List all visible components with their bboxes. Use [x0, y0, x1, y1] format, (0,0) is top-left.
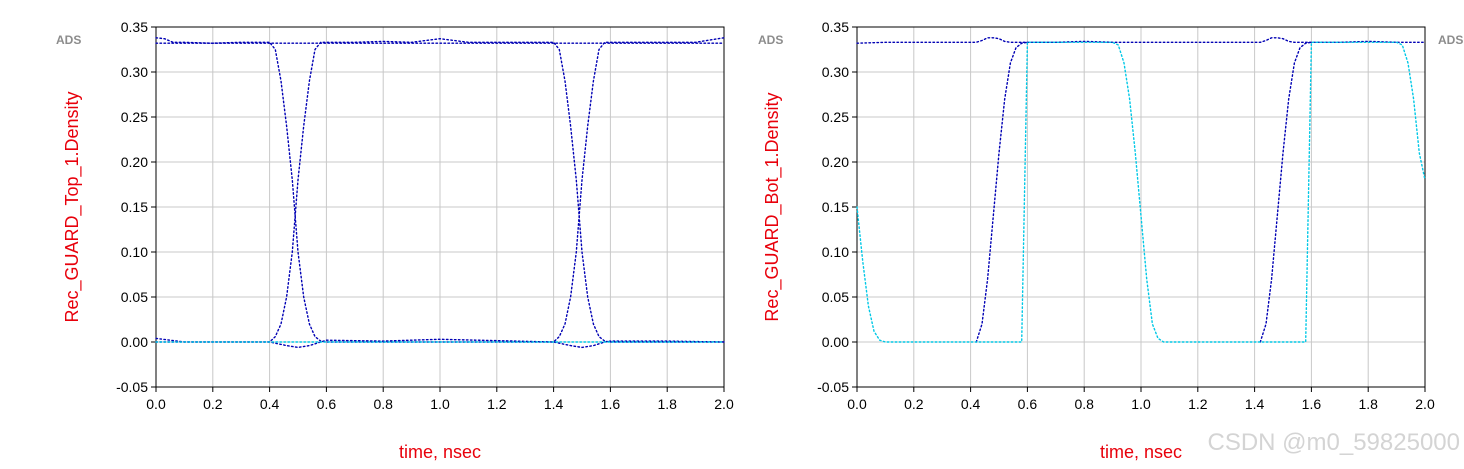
x-tick-label: 0.2 — [203, 396, 223, 412]
series-trace — [1259, 41, 1313, 343]
chart-panel-bot: 0.0 0.2 0.4 0.6 0.8 1.0 1.2 1.4 1.6 1.8 2.0 0.35 0.3… — [758, 19, 1435, 462]
x-tick-label: 1.4 — [1245, 396, 1265, 412]
y-tick-label: 0.35 — [822, 19, 849, 35]
ads-tag-right-edge: ADS — [1438, 33, 1463, 47]
y-tick-label: 0.15 — [121, 199, 148, 215]
y-tick-label: 0.25 — [121, 109, 148, 125]
ads-tag: ADS — [758, 33, 783, 47]
x-axis-label: time, nsec — [399, 442, 481, 462]
series-trace — [975, 41, 1029, 343]
x-tick-label: 0.4 — [961, 396, 981, 412]
y-tick-label: 0.35 — [121, 19, 148, 35]
x-tick-label: 1.4 — [544, 396, 564, 412]
x-tick-label: 0.0 — [847, 396, 867, 412]
series-trace — [155, 37, 725, 343]
x-tick-label: 0.2 — [904, 396, 924, 412]
x-tick-label: 1.0 — [1131, 396, 1151, 412]
x-tick-label: 0.8 — [373, 396, 393, 412]
y-tick-label: 0.15 — [822, 199, 849, 215]
x-tick-label: 1.8 — [657, 396, 677, 412]
x-tick-label: 0.8 — [1074, 396, 1094, 412]
y-tick-label: -0.05 — [116, 379, 148, 395]
series-trace — [856, 37, 1426, 44]
x-tick-label: 0.0 — [146, 396, 166, 412]
chart-panel-top: 0.0 0.2 0.4 0.6 0.8 1.0 1.2 1.4 1.6 1.8 2.0 0.35 0.3… — [56, 19, 734, 462]
y-tick-label: 0.10 — [121, 244, 148, 260]
y-tick-label: 0.05 — [121, 289, 148, 305]
y-tick-label: 0.05 — [822, 289, 849, 305]
watermark-text: CSDN @m0_59825000 — [1207, 429, 1460, 456]
y-tick-label: 0.30 — [822, 64, 849, 80]
x-tick-label: 2.0 — [1415, 396, 1435, 412]
x-tick-label: 0.6 — [317, 396, 337, 412]
x-tick-label: 1.0 — [430, 396, 450, 412]
y-tick-label: 0.25 — [822, 109, 849, 125]
x-tick-label: 1.2 — [487, 396, 507, 412]
x-tick-label: 0.6 — [1018, 396, 1038, 412]
y-tick-label: 0.10 — [822, 244, 849, 260]
y-axis-label: Rec_GUARD_Top_1.Density — [62, 91, 83, 322]
y-tick-label: 0.20 — [121, 154, 148, 170]
y-tick-label: -0.05 — [817, 379, 849, 395]
x-tick-label: 2.0 — [714, 396, 734, 412]
x-tick-label: 1.6 — [601, 396, 621, 412]
x-tick-label: 1.6 — [1302, 396, 1322, 412]
y-tick-label: 0.00 — [121, 334, 148, 350]
y-axis-label: Rec_GUARD_Bot_1.Density — [762, 92, 783, 321]
x-axis-label: time, nsec — [1100, 442, 1182, 462]
y-tick-label: 0.30 — [121, 64, 148, 80]
y-tick-label: 0.20 — [822, 154, 849, 170]
x-tick-label: 1.2 — [1188, 396, 1208, 412]
x-tick-label: 1.8 — [1358, 396, 1378, 412]
x-tick-label: 0.4 — [260, 396, 280, 412]
y-tick-label: 0.00 — [822, 334, 849, 350]
series-trace — [155, 37, 725, 343]
ads-tag: ADS — [56, 33, 81, 47]
